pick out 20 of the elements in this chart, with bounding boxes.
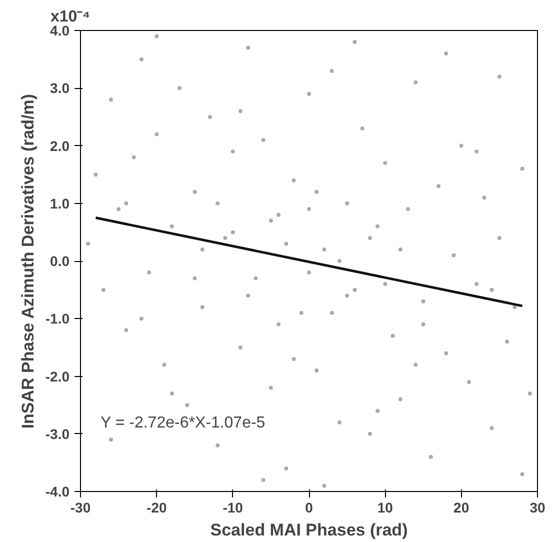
y-tick-label: 0.0 [50, 253, 70, 269]
y-tick-label: -1.0 [45, 310, 70, 327]
y-tick-label: -2.0 [45, 368, 70, 384]
text: x10⁻⁴ [50, 8, 90, 26]
y-tick-label: -4.0 [45, 484, 70, 500]
x-tick-label: 30 [530, 500, 546, 516]
annotation: Y = -2.72e-6*X-1.07e-5 [100, 414, 266, 432]
y-tick-label: 1.0 [50, 195, 70, 212]
x-tick-label: 20 [454, 500, 470, 516]
y-tick-label: 2.0 [50, 138, 70, 154]
y-tick-label: 3.0 [50, 80, 70, 96]
y-tick-label: 4.0 [50, 22, 70, 38]
x-tick-label: 10 [377, 500, 394, 516]
x-tick-label: -20 [146, 500, 167, 516]
x-axis-title: Scaled MAI Phases (rad) [210, 520, 408, 540]
x-tick-label: 0 [305, 500, 314, 516]
y-axis-title: InSAR Phase Azimuth Derivatives (rad/m) [18, 94, 38, 429]
y-tick-label: -3.0 [45, 426, 70, 442]
x-tick-label: -10 [222, 500, 244, 516]
x-tick-label: -30 [70, 500, 91, 516]
